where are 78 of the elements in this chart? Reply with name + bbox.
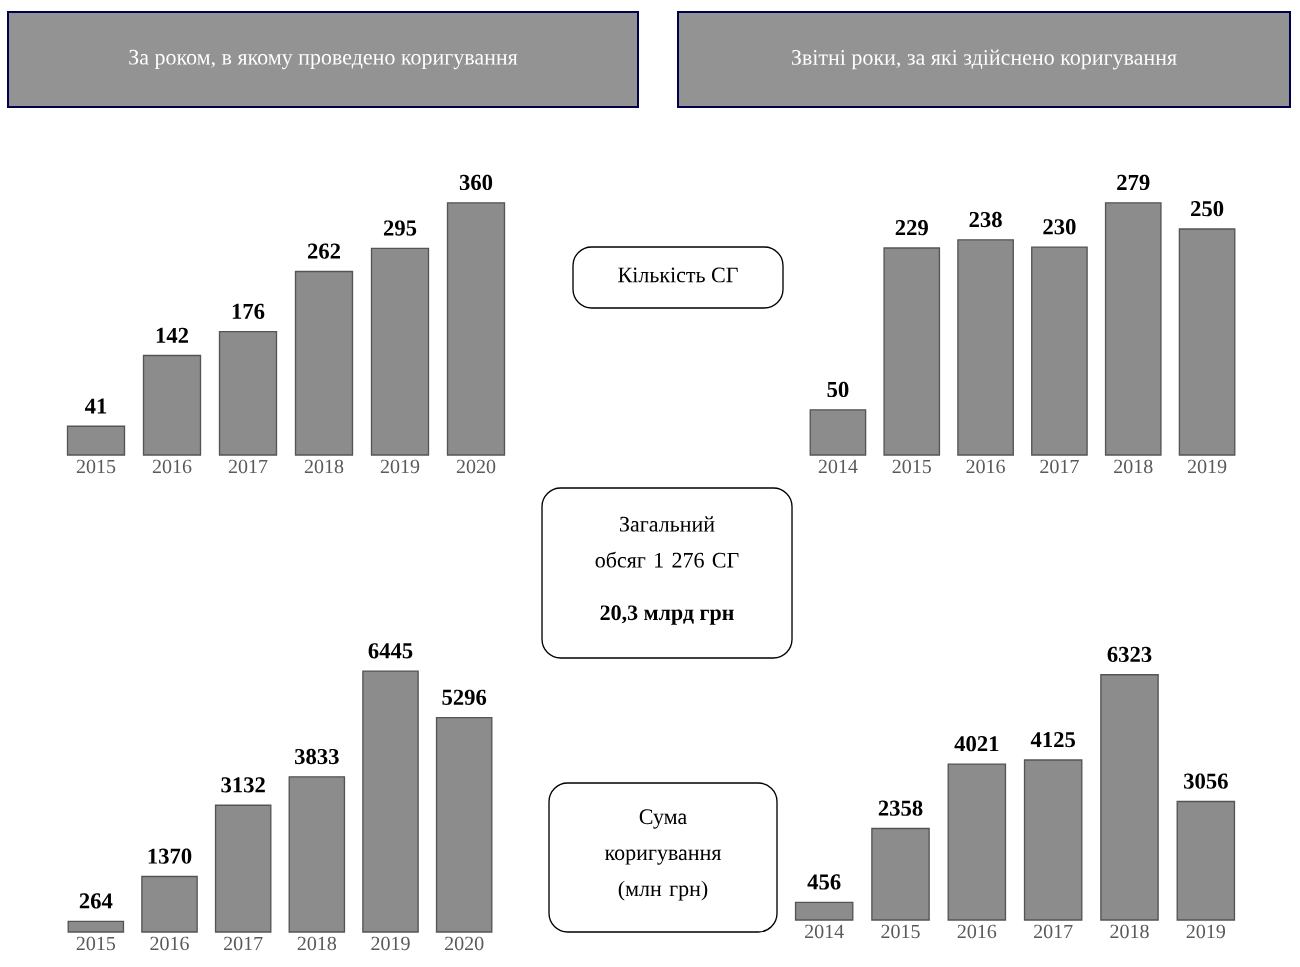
data-label: 229 [895, 220, 928, 236]
bar [218, 331, 278, 456]
x-tick-label: 2015 [76, 459, 116, 474]
bar [142, 354, 202, 456]
data-label: 456 [807, 874, 841, 890]
x-tick-label: 2017 [228, 459, 268, 474]
x-tick-label: 2015 [76, 936, 116, 951]
bar [1178, 228, 1236, 456]
x-tick-label: 2017 [1034, 924, 1073, 939]
data-label: 4125 [1030, 732, 1075, 748]
bar [141, 875, 198, 933]
bar [435, 716, 493, 933]
bar [362, 670, 419, 933]
x-tick-label: 2018 [1114, 459, 1153, 474]
bar [288, 776, 346, 933]
bar [871, 827, 930, 921]
x-tick-label: 2016 [150, 936, 189, 951]
x-tick-label: 2016 [152, 459, 192, 474]
data-label: 3056 [1184, 773, 1228, 789]
data-label: 6445 [368, 643, 413, 659]
chart-title: За роком, в якому проведено коригування [129, 49, 518, 70]
x-tick-label: 2019 [1186, 924, 1226, 939]
bar [1100, 674, 1159, 921]
text: 20,3 млрд грн [600, 605, 734, 625]
bar [883, 247, 941, 456]
bar [446, 202, 506, 456]
x-tick-label: 2016 [966, 459, 1005, 474]
bar [214, 804, 272, 933]
x-tick-label: 2017 [224, 936, 263, 951]
bar [794, 901, 854, 921]
text: Кількість СГ [618, 267, 738, 283]
bar [67, 920, 125, 933]
data-label: 230 [1043, 219, 1076, 235]
bar [1023, 759, 1083, 921]
data-label: 3132 [221, 777, 265, 793]
bar [1104, 202, 1162, 456]
data-label: 2358 [878, 800, 923, 816]
x-tick-label: 2015 [892, 459, 931, 474]
x-tick-label: 2014 [818, 459, 858, 474]
data-label: 264 [79, 893, 113, 909]
x-tick-label: 2018 [304, 459, 344, 474]
x-tick-label: 2020 [456, 459, 496, 474]
text: Загальний обсяг 1 276 СГ [595, 516, 739, 568]
x-tick-label: 2017 [1040, 459, 1079, 474]
data-label: 279 [1117, 174, 1150, 191]
x-tick-label: 2019 [1187, 459, 1227, 474]
bar [370, 247, 430, 456]
bar [947, 763, 1007, 921]
x-tick-label: 2018 [297, 936, 337, 951]
data-label: 4021 [954, 736, 999, 752]
bar [66, 425, 126, 456]
data-label: 5296 [442, 689, 487, 705]
bar [1031, 246, 1088, 456]
x-tick-label: 2018 [1110, 924, 1149, 939]
data-label: 3833 [295, 748, 339, 765]
x-tick-label: 2015 [881, 924, 920, 939]
x-tick-label: 2019 [371, 936, 410, 951]
data-label: 176 [232, 303, 265, 319]
data-label: 6323 [1107, 646, 1152, 663]
data-label: 238 [969, 211, 1002, 228]
x-tick-label: 2016 [957, 924, 997, 939]
data-label: 250 [1191, 201, 1224, 217]
bar [294, 270, 354, 456]
data-label: 1370 [148, 848, 192, 864]
data-label: 295 [383, 220, 417, 236]
data-label: 360 [459, 174, 493, 191]
data-label: 262 [307, 243, 341, 259]
chart-title: Звітні роки, за які здійснено коригування [791, 49, 1177, 70]
x-tick-label: 2019 [380, 459, 420, 474]
text: Сума коригування (млн грн) [604, 809, 722, 901]
data-label: 50 [827, 381, 849, 398]
data-label: 41 [84, 398, 107, 414]
bar [1176, 800, 1236, 921]
bar [809, 409, 867, 456]
x-tick-label: 2014 [805, 924, 844, 939]
x-tick-label: 2020 [445, 936, 484, 951]
data-label: 142 [156, 327, 189, 343]
bar [957, 239, 1014, 456]
